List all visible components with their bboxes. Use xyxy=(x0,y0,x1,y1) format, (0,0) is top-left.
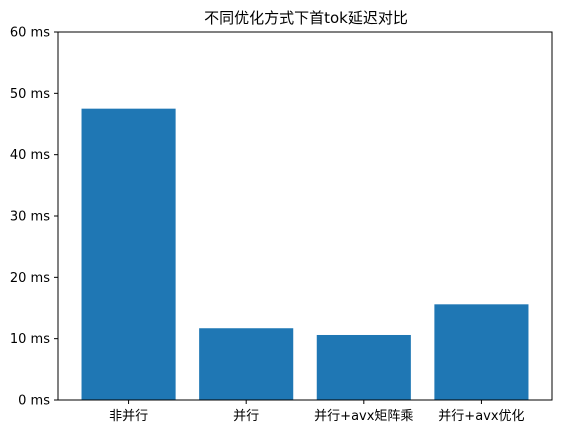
y-tick-label: 40 ms xyxy=(10,148,50,163)
bar-3 xyxy=(434,304,529,400)
x-axis: 非并行 并行 并行+avx矩阵乘 并行+avx优化 xyxy=(109,400,525,424)
x-tick-label: 并行+avx优化 xyxy=(438,409,524,424)
bar-1 xyxy=(199,328,294,400)
plot-frame xyxy=(57,31,553,401)
bar-2 xyxy=(316,334,411,400)
y-tick-label: 60 ms xyxy=(10,26,50,41)
x-tick-label: 并行 xyxy=(233,409,259,424)
y-tick-label: 50 ms xyxy=(10,87,50,102)
y-axis: 0 ms 10 ms 20 ms 30 ms 40 ms 50 ms 60 ms xyxy=(10,26,58,409)
x-tick-label: 并行+avx矩阵乘 xyxy=(314,409,413,424)
x-tick-label: 非并行 xyxy=(109,409,148,424)
y-tick-label: 20 ms xyxy=(10,271,50,286)
bar-0 xyxy=(81,108,176,401)
y-tick-label: 0 ms xyxy=(18,394,50,409)
bars xyxy=(81,108,529,401)
y-tick-label: 30 ms xyxy=(10,210,50,225)
y-tick-label: 10 ms xyxy=(10,332,50,347)
chart-title: 不同优化方式下首tok延迟对比 xyxy=(204,9,408,27)
